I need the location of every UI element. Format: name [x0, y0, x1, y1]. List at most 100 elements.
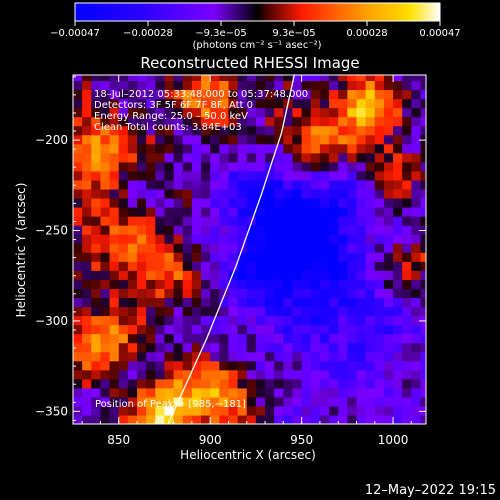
heatmap-cell [246, 234, 257, 244]
heatmap-cell [292, 234, 303, 244]
heatmap-cell [393, 261, 403, 271]
heatmap-cell [365, 161, 376, 172]
heatmap-cell [411, 107, 422, 118]
heatmap-cell [283, 279, 294, 289]
heatmap-cell [365, 170, 376, 181]
heatmap-cell [219, 161, 230, 172]
heatmap-cell [301, 351, 312, 362]
heatmap-cell [420, 116, 426, 127]
heatmap-cell [118, 405, 129, 416]
heatmap-cell [283, 125, 294, 136]
heatmap-cell [173, 75, 184, 82]
heatmap-cell [356, 261, 367, 271]
heatmap-cell [146, 360, 156, 371]
heatmap-cell [374, 116, 385, 127]
heatmap-cell [301, 297, 312, 308]
heatmap-cell [329, 197, 339, 208]
heatmap-cell [164, 243, 175, 253]
heatmap-cell [182, 188, 193, 199]
heatmap-cell [237, 405, 248, 416]
heatmap-cell [347, 414, 358, 424]
heatmap-cell [347, 216, 358, 226]
heatmap-cell [338, 89, 348, 100]
heatmap-cell [127, 125, 138, 136]
heatmap-cell [283, 216, 294, 226]
heatmap-cell [383, 414, 394, 424]
heatmap-cell [191, 369, 202, 380]
heatmap-cell [137, 161, 147, 172]
heatmap-cell [402, 116, 412, 127]
heatmap-cell [420, 279, 426, 289]
heatmap-cell [146, 396, 156, 407]
heatmap-cell [347, 125, 358, 136]
heatmap-cell [73, 188, 83, 199]
heatmap-cell [118, 288, 129, 299]
heatmap-cell [411, 252, 422, 262]
heatmap-cell [383, 125, 394, 136]
heatmap-cell [201, 414, 211, 424]
heatmap-cell [292, 107, 303, 118]
heatmap-cell [329, 225, 339, 235]
heatmap-cell [420, 270, 426, 280]
heatmap-cell [356, 75, 367, 82]
heatmap-cell [338, 270, 348, 280]
heatmap-cell [420, 342, 426, 353]
heatmap-cell [374, 216, 385, 226]
heatmap-cell [274, 297, 284, 308]
heatmap-cell [292, 252, 303, 262]
heatmap-cell [402, 188, 412, 199]
heatmap-cell [292, 261, 303, 271]
heatmap-cell [292, 333, 303, 344]
heatmap-cell [411, 98, 422, 109]
heatmap-cell [393, 279, 403, 289]
heatmap-cell [310, 207, 321, 217]
heatmap-cell [82, 333, 92, 344]
heatmap-cell [91, 333, 102, 344]
heatmap-cell [383, 342, 394, 353]
heatmap-cell [393, 234, 403, 244]
heatmap-cell [109, 134, 120, 145]
heatmap-cell [329, 261, 339, 271]
heatmap-cell [109, 297, 120, 308]
heatmap-cell [338, 170, 348, 181]
heatmap-cell [292, 116, 303, 127]
heatmap-cell [274, 396, 284, 407]
heatmap-cell [374, 234, 385, 244]
heatmap-cell [374, 324, 385, 335]
heatmap-cell [146, 270, 156, 280]
heatmap-cell [274, 152, 284, 163]
heatmap-cell [219, 405, 230, 416]
heatmap-cell [347, 288, 358, 299]
heatmap-cell [91, 414, 102, 424]
heatmap-cell [210, 297, 220, 308]
heatmap-cell [274, 89, 284, 100]
x-axis-label: Heliocentric X (arcsec) [180, 448, 316, 462]
heatmap-cell [191, 188, 202, 199]
heatmap-cell [201, 306, 211, 317]
heatmap-cell [246, 333, 257, 344]
heatmap-cell [201, 324, 211, 335]
heatmap-cell [347, 134, 358, 145]
heatmap-cell [319, 234, 330, 244]
heatmap-cell [383, 188, 394, 199]
heatmap-cell [310, 125, 321, 136]
heatmap-cell [255, 324, 266, 335]
heatmap-cell [182, 324, 193, 335]
heatmap-cell [356, 225, 367, 235]
heatmap-cell [402, 197, 412, 208]
heatmap-cell [118, 98, 129, 109]
heatmap-cell [137, 351, 147, 362]
heatmap-cell [246, 279, 257, 289]
heatmap-cell [191, 107, 202, 118]
heatmap-cell [109, 207, 120, 217]
heatmap-cell [118, 75, 129, 82]
heatmap-cell [265, 378, 275, 389]
heatmap-cell [237, 414, 248, 424]
heatmap-cell [393, 125, 403, 136]
heatmap-cell [402, 207, 412, 217]
heatmap-cell [127, 333, 138, 344]
heatmap-cell [319, 306, 330, 317]
heatmap-cell [146, 179, 156, 190]
heatmap-cell [100, 161, 111, 172]
heatmap-cell [109, 360, 120, 371]
